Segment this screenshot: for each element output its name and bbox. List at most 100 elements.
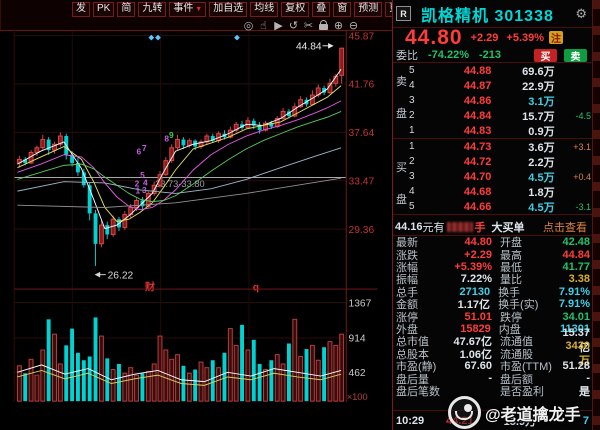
toolbar-button-4[interactable]: 事件 ▼ — [169, 2, 207, 17]
level-price: 44.88 — [463, 64, 492, 77]
stat-label: 跌停 — [500, 311, 522, 324]
level-price: 44.73 — [463, 140, 492, 153]
stats-row: 金额 1.17亿 换手(实) 7.91% — [393, 298, 593, 312]
toolbar-button-3[interactable]: 九转 — [138, 2, 167, 17]
last-price: 44.80 — [405, 25, 463, 49]
undo-icon[interactable]: ↺ — [288, 20, 299, 32]
side-tab-strip[interactable] — [592, 0, 600, 430]
buy-button[interactable]: 买 — [534, 48, 557, 63]
order-book-row[interactable]: 5 44.88 69.6万 — [393, 63, 593, 78]
order-book-row[interactable]: 1 44.83 0.9万 — [393, 123, 593, 138]
svg-text:q: q — [253, 282, 259, 293]
order-book-row[interactable]: 4 44.68 1.8万 — [393, 184, 593, 199]
play-icon[interactable]: ▶ — [274, 20, 283, 32]
level-volume: 1.8万 — [528, 186, 555, 199]
big-order-text1: 元有 — [422, 221, 445, 234]
big-order-text2: 手 — [474, 221, 486, 234]
stat-value: - — [488, 372, 492, 385]
svg-text:4: 4 — [143, 177, 148, 187]
stat-value: 11301 — [560, 322, 590, 335]
svg-text:26.22: 26.22 — [108, 270, 134, 281]
stat-label: 外盘 — [396, 323, 418, 336]
stat-label: 盘后笔数 — [396, 385, 440, 398]
toolbar-button-5[interactable]: 加自选 — [209, 2, 248, 17]
toolbar-button-1[interactable]: PK — [93, 2, 115, 17]
order-book-row[interactable]: 4 44.87 22.9万 — [393, 78, 593, 93]
toolbar-button-7[interactable]: 复权 — [281, 2, 310, 17]
stat-label: 流通股 — [500, 348, 533, 361]
stats-row: 振幅 7.22% 量比 3.38 — [393, 273, 593, 287]
zoom-out-icon[interactable]: ⊖ — [348, 20, 359, 32]
lock-icon[interactable] — [318, 19, 329, 34]
svg-text:914: 914 — [349, 334, 366, 345]
tick-time: 10:29 — [396, 415, 425, 427]
zoom-in-icon[interactable]: ⊕ — [333, 20, 344, 32]
toolbar-button-10[interactable]: 预测 — [354, 2, 383, 17]
weibi-value: -74.22% — [428, 49, 469, 61]
sell-button[interactable]: 卖 — [564, 48, 587, 63]
level: 4 — [409, 186, 415, 197]
svg-text:44.84: 44.84 — [296, 42, 322, 53]
view-details-link[interactable]: 点击查看 — [543, 221, 587, 234]
svg-text:6: 6 — [136, 147, 141, 157]
level-price: 44.83 — [463, 124, 492, 137]
stat-value: 47.67亿 — [453, 336, 492, 349]
toolbar-button-2[interactable]: 简 — [117, 2, 136, 17]
level-price: 44.70 — [463, 170, 492, 183]
level: 3 — [409, 95, 415, 106]
stat-label: 最新 — [396, 237, 418, 250]
stat-label: 最高 — [500, 249, 522, 262]
stat-label: 量比 — [500, 274, 522, 287]
level-volume: 0.9万 — [528, 125, 555, 138]
toolbar-button-8[interactable]: 叠 — [312, 2, 331, 17]
svg-text:33.73-33.80: 33.73-33.80 — [155, 179, 205, 189]
order-book-row[interactable]: 3 44.86 3.1万 — [393, 93, 593, 108]
toolbar-button-0[interactable]: 发 — [72, 2, 90, 17]
stat-value: 1.06亿 — [459, 348, 492, 361]
level-volume: 3.6万 — [528, 141, 555, 154]
stat-value: 7.91% — [558, 285, 591, 298]
level: 5 — [409, 201, 415, 212]
stats-row: 涨幅 +5.39% 最低 41.77 — [393, 260, 593, 274]
order-book-row[interactable]: 1 44.73 3.6万 +3.1 — [393, 139, 593, 154]
stats-row: 外盘 15829 内盘 11301 — [393, 322, 593, 336]
price-change-pct: +5.39% — [506, 31, 545, 44]
stat-label: 盘后量 — [396, 373, 429, 386]
svg-text:1367: 1367 — [349, 298, 372, 309]
svg-text:7: 7 — [142, 143, 147, 153]
stat-label: 开盘 — [500, 237, 522, 250]
book-side-label: 盘 — [396, 194, 407, 206]
svg-text:8: 8 — [164, 134, 169, 144]
stat-label: 盘后额 — [500, 373, 533, 386]
stat-label: 总股本 — [396, 348, 429, 361]
order-book-row[interactable]: 2 44.72 2.2万 — [393, 154, 593, 169]
gear-icon[interactable]: ⚙ — [575, 5, 587, 21]
weibi-row: 委比 -74.22% -213 买 卖 — [393, 48, 593, 63]
scissors-icon[interactable]: ✂ — [303, 20, 314, 32]
order-book-row[interactable]: 5 44.66 4.5万 -3.1 — [393, 199, 593, 214]
target-icon[interactable]: ◎ — [243, 20, 254, 32]
level-volume: 4.5万 — [528, 201, 555, 214]
stats-row: 市盈(静) 67.60 市盈(TTM) 51.28 — [393, 360, 593, 373]
stat-label: 换手(实) — [498, 299, 539, 312]
stat-value: 是 — [579, 385, 590, 398]
toolbar-button-6[interactable]: 均线 — [250, 2, 279, 17]
stat-value: 51.28 — [562, 360, 590, 373]
svg-text:5: 5 — [140, 170, 145, 180]
tick-volume: 15.9万 — [503, 416, 537, 428]
order-book-row[interactable]: 2 44.84 15.7万 -4.5 — [393, 108, 593, 123]
stat-value: 41.77 — [562, 260, 590, 273]
price-row: 44.80 +2.29 +5.39% 注 — [393, 27, 593, 48]
stat-label: 涨幅 — [396, 261, 418, 274]
book-side-label: 买 — [396, 162, 407, 174]
kline-chart[interactable]: 33.73-33.80 44.84 26.22 ◆ ◆ ◆ 1 2 3 4 5 6 7 8 9 财 q 45.87… — [0, 30, 392, 430]
hand-drag-icon[interactable]: ☝ — [260, 20, 267, 32]
level: 4 — [409, 80, 415, 91]
stat-value: 27130 — [459, 285, 491, 298]
order-book-row[interactable]: 3 44.70 4.5万 +0.4 — [393, 169, 593, 184]
stat-value: 51.01 — [464, 310, 492, 323]
toolbar-button-9[interactable]: 窗 — [333, 2, 352, 17]
